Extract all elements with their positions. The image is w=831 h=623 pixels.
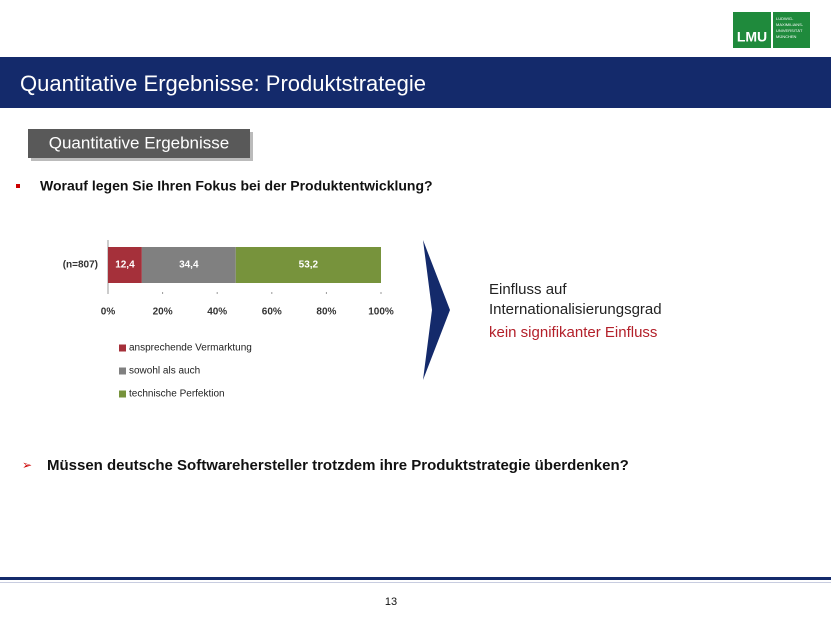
chevron [423,240,450,380]
conclusion: Müssen deutsche Softwarehersteller trotz… [47,457,629,474]
x-tick-label: 40% [207,307,227,318]
value-label: 12,4 [115,260,135,271]
logo-subtitle: LUDWIG- [776,16,794,21]
bullet [16,184,20,188]
category-label: (n=807) [63,260,98,271]
callout-line: Einfluss auf [489,281,567,298]
logo-subtitle: MAXIMILIANS- [776,22,804,27]
legend-label: ansprechende Vermarktung [129,343,252,354]
value-label: 34,4 [179,260,199,271]
legend-label: technische Perfektion [129,389,225,400]
bar-segment [141,247,236,283]
callout-line: Internationalisierungsgrad [489,301,662,318]
x-tick-label: 80% [316,307,336,318]
logo-box [773,12,810,48]
logo-subtitle: MÜNCHEN [776,34,797,39]
legend-swatch [119,367,126,375]
logo-subtitle: UNIVERSITÄT [776,28,803,33]
question: Worauf legen Sie Ihren Fokus bei der Pro… [40,178,433,194]
bar-segment [108,247,142,283]
x-tick-label: 100% [368,307,394,318]
legend-label: sowohl als auch [129,366,200,377]
section-label-box [28,129,250,158]
header-title: Quantitative Ergebnisse: Produktstrategi… [20,71,426,96]
header-band [0,57,831,108]
value-label: 53,2 [299,260,319,271]
logo-mark [733,12,771,48]
arrow-bullet: ➢ [22,458,32,472]
callout-highlight: kein signifikanter Einfluss [489,324,657,341]
section-label: Quantitative Ergebnisse [49,133,230,152]
footer-line-light [0,582,831,583]
legend-swatch [119,344,126,352]
legend-swatch [119,390,126,398]
x-tick-label: 0% [101,307,116,318]
bar-segment [235,247,381,283]
page-number: 13 [385,596,397,608]
footer-line [0,577,831,580]
logo-text: LMU [737,29,767,45]
x-tick-label: 20% [153,307,173,318]
x-tick-label: 60% [262,307,282,318]
